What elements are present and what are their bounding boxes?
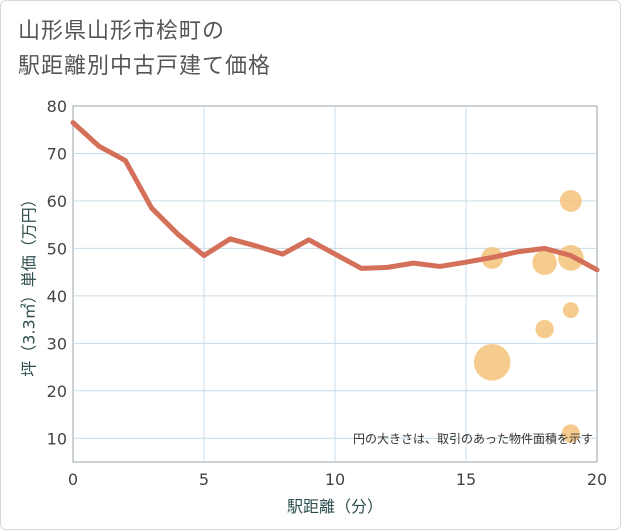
- average-price-line: [70, 120, 600, 273]
- bubble-point: [559, 189, 582, 212]
- chart-title-line1: 山形県山形市桧町の: [18, 19, 226, 44]
- chart-title: 山形県山形市桧町の 駅距離別中古戸建て価格: [18, 14, 271, 84]
- y-tick-label: 40: [47, 287, 67, 306]
- y-axis-label: 坪（3.3㎡）単価（万円）: [20, 191, 39, 376]
- bubble-point: [473, 344, 511, 381]
- y-tick-label: 50: [47, 239, 67, 258]
- y-tick-label: 20: [47, 382, 67, 401]
- x-tick-label: 15: [456, 470, 476, 489]
- y-tick-label: 60: [47, 192, 67, 211]
- axis-ticks: 0 5 10 15 20 10 20 30 40 50 60 70 80: [47, 97, 608, 489]
- grid-lines: [73, 106, 597, 462]
- y-tick-label: 10: [47, 429, 67, 448]
- x-tick-label: 0: [68, 470, 78, 489]
- y-tick-label: 70: [47, 144, 67, 163]
- y-tick-label: 30: [47, 334, 67, 353]
- x-tick-label: 20: [587, 470, 607, 489]
- bubble-point: [561, 424, 580, 443]
- x-tick-label: 10: [325, 470, 345, 489]
- x-tick-label: 5: [199, 470, 209, 489]
- y-tick-label: 80: [47, 97, 67, 116]
- bubble-point: [535, 319, 554, 339]
- bubble-size-note: 円の大きさは、取引のあった物件面積を示す: [353, 431, 593, 446]
- bubble-point: [562, 302, 579, 319]
- x-axis-label: 駅距離（分）: [287, 497, 383, 516]
- chart-title-line2: 駅距離別中古戸建て価格: [18, 54, 272, 79]
- bubble-point: [532, 250, 557, 275]
